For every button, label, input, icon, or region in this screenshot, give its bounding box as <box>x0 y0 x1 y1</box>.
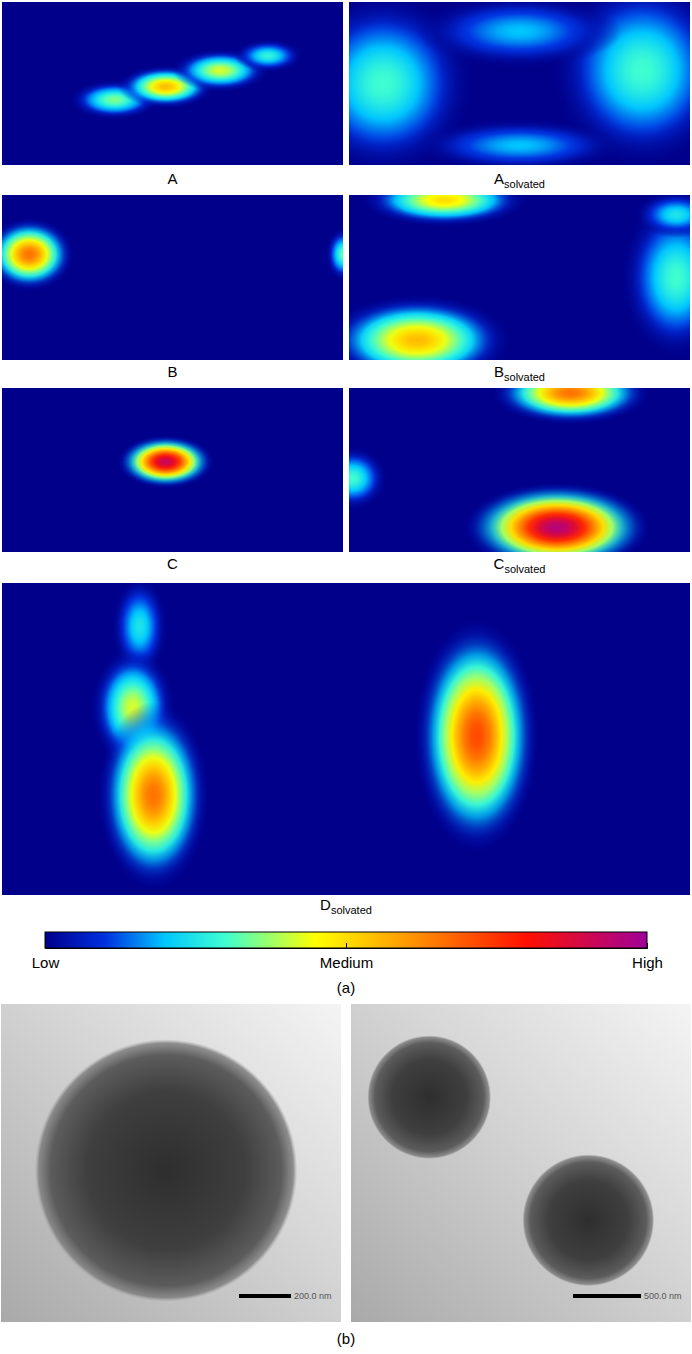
panel-letter: B <box>494 363 504 380</box>
micrograph: 200.0 nm <box>1 1004 341 1322</box>
panel-background <box>2 2 343 165</box>
panel-letter: A <box>167 170 177 187</box>
panel-background <box>2 583 690 895</box>
density-blob <box>417 2 622 67</box>
density-marks <box>349 2 690 165</box>
heatmap-panel <box>294 0 692 173</box>
figure: AAsolvatedBBsolvatedCCsolvatedDsolvatedL… <box>0 0 692 1354</box>
density-blob <box>234 39 302 72</box>
density-blob <box>98 702 208 889</box>
micrograph-background <box>351 1004 691 1322</box>
heatmap-panel <box>318 362 690 572</box>
heatmap-panel <box>2 577 690 895</box>
scale-bar-label: 200.0 nm <box>294 1291 332 1301</box>
density-blob <box>635 195 690 238</box>
panel-letter: A <box>494 170 504 187</box>
density-marks <box>349 195 690 360</box>
density-blob <box>2 218 74 291</box>
density-marks <box>91 583 538 889</box>
panel-label: Bsolvated <box>494 363 545 383</box>
panel-letter: C <box>167 555 178 572</box>
colorbar-tick: Low <box>32 943 60 971</box>
colorbar-tick: Medium <box>320 943 373 971</box>
colorbar-axis: Low Medium High <box>32 943 663 971</box>
colorbar-tick-mark <box>346 943 347 948</box>
colorbar-tick: High <box>632 943 663 971</box>
density-blob <box>465 483 649 552</box>
panel-label: Csolvated <box>494 555 546 575</box>
panel-label: C <box>167 555 178 572</box>
micrograph-background <box>1 1004 341 1322</box>
panel-letter: B <box>167 363 177 380</box>
panel-subscript: solvated <box>504 563 545 575</box>
panel-subscript: solvated <box>331 904 372 916</box>
density-marks <box>118 436 213 488</box>
density-blob <box>415 620 539 851</box>
colorbar-tick-label: Medium <box>320 954 373 971</box>
panel-label: B <box>167 363 177 380</box>
particle <box>35 1039 298 1302</box>
panel-label: Asolvated <box>494 170 545 190</box>
scale-bar <box>573 1294 641 1298</box>
particle <box>367 1035 491 1159</box>
heatmap-panel <box>325 174 692 385</box>
particle <box>522 1154 654 1286</box>
caption: (b) <box>337 1330 355 1347</box>
scale-bar <box>239 1294 291 1298</box>
micrograph-content <box>351 1004 691 1322</box>
density-blob <box>326 228 343 281</box>
panel-background <box>2 388 343 552</box>
panel-subscript: solvated <box>504 371 545 383</box>
panel-letter: C <box>494 555 505 572</box>
panel-label: Dsolvated <box>320 896 372 916</box>
micrograph-content <box>1 1004 341 1322</box>
heatmap-panel <box>2 388 343 552</box>
density-marks <box>2 218 343 291</box>
scale-bar-label: 500.0 nm <box>644 1291 682 1301</box>
heatmap-panel <box>0 195 360 360</box>
micrograph: 500.0 nm <box>351 1004 691 1322</box>
colorbar <box>45 932 647 948</box>
density-blob <box>417 119 622 165</box>
colorbar-axis-line <box>46 943 648 949</box>
caption: (a) <box>337 979 355 996</box>
colorbar-tick-label: Low <box>32 954 60 971</box>
panel-label: A <box>167 170 177 187</box>
density-blob <box>118 436 213 488</box>
colorbar-tick-mark <box>45 943 46 948</box>
density-blob <box>349 447 387 509</box>
colorbar-tick-mark <box>647 943 648 948</box>
density-marks <box>70 39 302 119</box>
panel-letter: D <box>320 896 331 913</box>
panel-subscript: solvated <box>504 178 545 190</box>
colorbar-tick-label: High <box>632 954 663 971</box>
density-blob <box>363 195 527 226</box>
heatmap-panel <box>2 2 343 165</box>
density-marks <box>349 388 649 552</box>
density-blob <box>492 388 649 424</box>
density-blob <box>349 296 509 360</box>
